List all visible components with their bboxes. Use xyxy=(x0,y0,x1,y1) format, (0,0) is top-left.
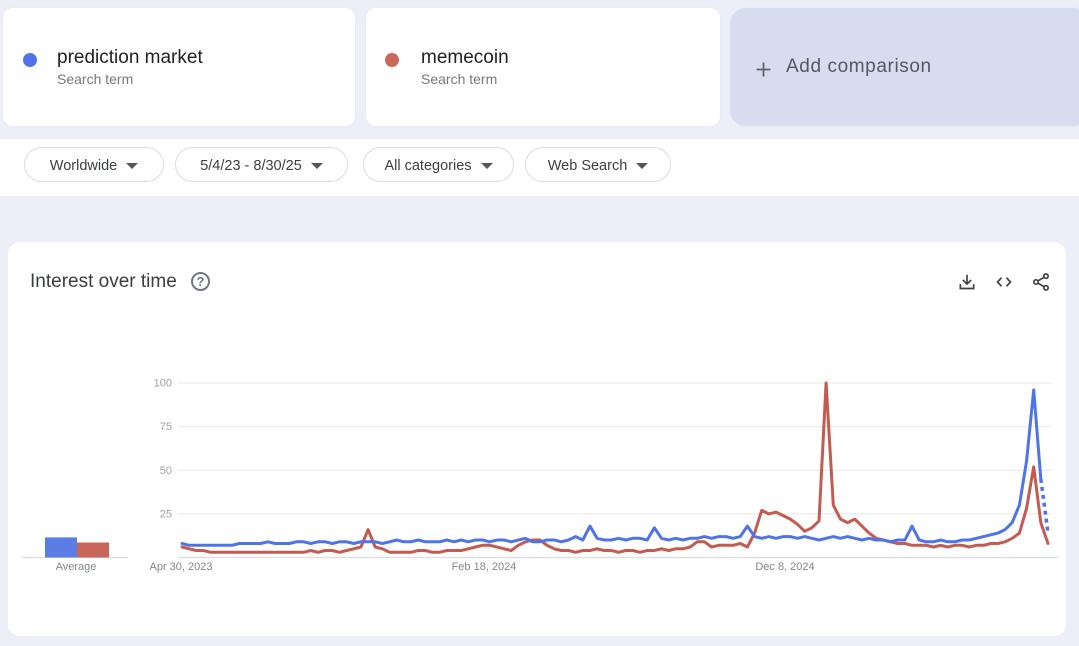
svg-text:Average: Average xyxy=(56,561,97,573)
svg-text:100: 100 xyxy=(154,378,172,390)
svg-text:Dec 8, 2024: Dec 8, 2024 xyxy=(755,561,814,573)
svg-text:50: 50 xyxy=(160,465,172,477)
svg-text:Apr 30, 2023: Apr 30, 2023 xyxy=(150,561,213,573)
svg-text:25: 25 xyxy=(160,508,172,520)
svg-text:75: 75 xyxy=(160,421,172,433)
svg-text:Feb 18, 2024: Feb 18, 2024 xyxy=(452,561,517,573)
